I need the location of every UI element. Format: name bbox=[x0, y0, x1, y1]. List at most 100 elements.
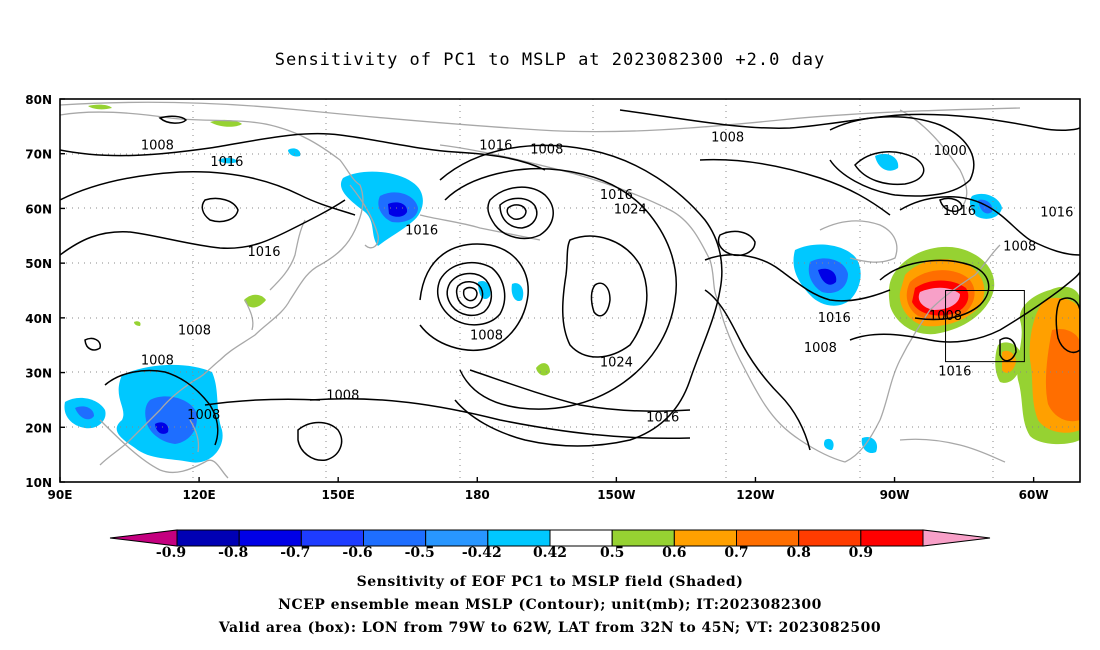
lon-tick-label: 150W bbox=[597, 488, 635, 502]
coastline-kamchatka bbox=[349, 184, 379, 249]
shade-negative-scs-center bbox=[155, 422, 169, 434]
contour-arctic-1016 bbox=[60, 170, 356, 216]
contour-small-5 bbox=[939, 197, 963, 213]
contour-label: 1016 bbox=[247, 245, 280, 260]
colorbar-cell bbox=[860, 529, 924, 547]
colorbar-cell bbox=[549, 529, 613, 547]
colorbar-cell bbox=[425, 529, 489, 547]
plot-frame bbox=[59, 98, 1081, 483]
contour-label: 1008 bbox=[711, 130, 744, 145]
lat-tick-label: 40N bbox=[25, 312, 52, 326]
colorbar-label: 0.8 bbox=[786, 545, 810, 561]
lon-tick-label: 120W bbox=[736, 488, 774, 502]
colorbar-label: -0.7 bbox=[280, 545, 310, 561]
contour-low-2c bbox=[455, 281, 484, 309]
lon-tick-label: 90E bbox=[48, 488, 73, 502]
colorbar-cell bbox=[176, 529, 240, 547]
shade-negative-patch7 bbox=[218, 157, 238, 164]
shade-negative-scs-core bbox=[145, 396, 197, 444]
lat-tick-label: 10N bbox=[25, 476, 52, 490]
contour-scs-1008 bbox=[104, 369, 219, 446]
contour-pacific-high-outer bbox=[444, 168, 677, 410]
colorbar-cell bbox=[611, 529, 675, 547]
contour-label: 1024 bbox=[614, 203, 647, 218]
lon-tick-label: 150E bbox=[322, 488, 355, 502]
shade-negative-gulf bbox=[861, 436, 878, 454]
page-title: Sensitivity of PC1 to MSLP at 2023082300… bbox=[274, 50, 826, 70]
contour-label: 1016 bbox=[1040, 205, 1073, 220]
contour-label: 1016 bbox=[943, 204, 976, 219]
contour-label: 1008 bbox=[178, 323, 211, 338]
contour-low-2d bbox=[462, 286, 478, 302]
contour-label: 1008 bbox=[1003, 240, 1036, 255]
lon-axis: 90E 120E 150E 180 150W 120W 90W 60W bbox=[48, 477, 1049, 502]
coastline-philippines bbox=[189, 419, 200, 453]
lon-tick-label: 60W bbox=[1019, 488, 1049, 502]
colorbar-cell bbox=[363, 529, 427, 547]
contour-label: 1008 bbox=[470, 328, 503, 343]
lon-tick-label: 120E bbox=[182, 488, 215, 502]
footer-line-1: Sensitivity of EOF PC1 to MSLP field (Sh… bbox=[356, 574, 744, 590]
contour-small-2 bbox=[717, 230, 756, 256]
valid-area-box bbox=[945, 290, 1025, 363]
colorbar-cell bbox=[300, 529, 365, 547]
contour-label: 1024 bbox=[600, 356, 633, 371]
lat-tick-label: 30N bbox=[25, 367, 52, 381]
contour-label: 1008 bbox=[326, 389, 359, 404]
colorbar-label: -0.6 bbox=[342, 545, 372, 561]
contour-label: 1008 bbox=[530, 142, 563, 157]
coastline-hudson bbox=[819, 220, 898, 263]
shade-positive-patch5 bbox=[134, 321, 141, 326]
contour-label: 1008 bbox=[141, 139, 174, 154]
contour-low-1c bbox=[506, 204, 527, 220]
colorbar-cell bbox=[487, 529, 551, 547]
contour-greenland-1000 bbox=[854, 151, 925, 186]
colorbar-label: -0.9 bbox=[156, 545, 186, 561]
contour-label: 1000 bbox=[934, 144, 967, 159]
contour-us-1008 bbox=[704, 289, 811, 451]
footer-line-2: NCEP ensemble mean MSLP (Contour); unit(… bbox=[278, 597, 822, 613]
coastline-korea bbox=[244, 299, 254, 331]
colorbar-label: -0.8 bbox=[218, 545, 248, 561]
mslp-contours bbox=[60, 109, 1080, 461]
coastline-caribbean bbox=[899, 438, 1006, 463]
sensitivity-map: 1008 1016 1016 1016 1016 1008 1016 1024 1008 1024… bbox=[25, 93, 1081, 561]
contour-eastpac-1008 bbox=[309, 397, 691, 440]
colorbar-label: 0.7 bbox=[724, 545, 748, 561]
coastline-asia-east bbox=[60, 111, 364, 466]
shade-negative-greenland bbox=[875, 153, 899, 171]
contour-low-1 bbox=[487, 186, 554, 240]
contour-arctic-east2 bbox=[699, 158, 891, 216]
footer-line-3: Valid area (box): LON from 79W to 62W, L… bbox=[218, 620, 882, 636]
shade-negative-us-center bbox=[818, 268, 837, 285]
lon-tick-label: 180 bbox=[465, 488, 490, 502]
contour-greenland-1008 bbox=[829, 116, 975, 197]
contour-label: 1016 bbox=[818, 311, 851, 326]
shade-negative-gulf2 bbox=[823, 438, 834, 450]
colorbar-label: 0.9 bbox=[849, 545, 873, 561]
contour-small-8 bbox=[999, 337, 1017, 362]
shade-negative-wp1 bbox=[478, 280, 491, 300]
lat-tick-label: 20N bbox=[25, 421, 52, 435]
colorbar-label: -0.42 bbox=[462, 545, 502, 561]
shade-negative-kamchatka-center bbox=[388, 202, 408, 217]
contour-label: 1008 bbox=[141, 354, 174, 369]
contour-label: 1016 bbox=[210, 155, 243, 170]
contour-small-7 bbox=[590, 282, 611, 317]
colorbar: -0.9 -0.8 -0.7 -0.6 -0.5 -0.42 0.42 0.5 0.6 0.7 0.… bbox=[109, 529, 991, 561]
contour-small-3 bbox=[201, 197, 239, 223]
contour-low-2 bbox=[436, 261, 506, 326]
contour-wp-1008 bbox=[204, 398, 321, 406]
colorbar-cell bbox=[238, 529, 302, 547]
contour-label: 1016 bbox=[938, 364, 971, 379]
contour-small-4 bbox=[158, 115, 188, 124]
colorbar-label: 0.42 bbox=[533, 545, 567, 561]
lon-tick-label: 90W bbox=[880, 488, 910, 502]
shade-positive-patch4 bbox=[536, 363, 550, 376]
graticule bbox=[60, 99, 1080, 482]
shade-negative-patch6 bbox=[288, 148, 301, 157]
shade-negative-bay-core bbox=[75, 406, 94, 420]
colorbar-max-arrow bbox=[922, 529, 991, 547]
contour-label: 1008 bbox=[187, 408, 220, 423]
contour-low-1b bbox=[499, 197, 538, 229]
